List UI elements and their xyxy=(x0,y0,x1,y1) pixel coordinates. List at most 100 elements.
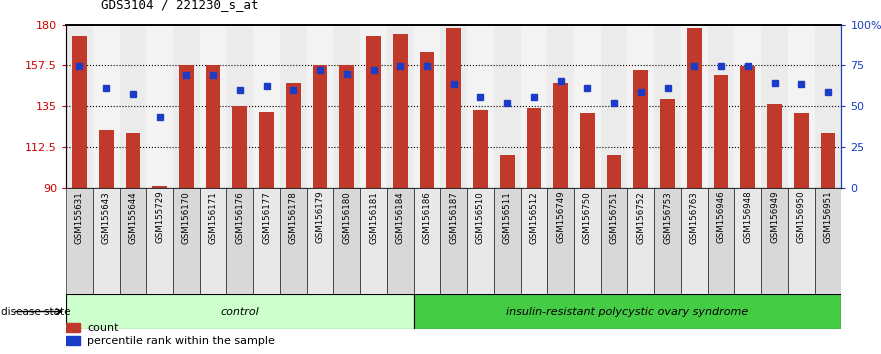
Bar xyxy=(253,188,280,294)
Bar xyxy=(120,25,146,188)
Bar xyxy=(313,64,328,188)
Bar xyxy=(500,155,515,188)
Bar xyxy=(280,188,307,294)
Bar xyxy=(707,188,735,294)
Bar xyxy=(413,25,440,188)
Bar xyxy=(655,25,681,188)
Bar xyxy=(601,25,627,188)
Bar xyxy=(413,188,440,294)
Text: GSM156750: GSM156750 xyxy=(583,191,592,244)
Bar xyxy=(627,188,655,294)
Bar xyxy=(387,188,413,294)
Bar xyxy=(200,188,226,294)
Text: GSM156751: GSM156751 xyxy=(610,191,618,244)
Text: GSM156949: GSM156949 xyxy=(770,191,779,243)
Bar xyxy=(761,188,788,294)
Bar xyxy=(419,52,434,188)
Text: GSM155644: GSM155644 xyxy=(129,191,137,244)
Bar xyxy=(494,25,521,188)
Bar xyxy=(339,64,354,188)
Bar xyxy=(280,25,307,188)
Text: GSM156753: GSM156753 xyxy=(663,191,672,244)
Bar xyxy=(93,25,120,188)
Bar xyxy=(527,108,541,188)
Bar xyxy=(93,188,120,294)
Bar xyxy=(440,25,467,188)
Bar xyxy=(200,25,226,188)
Text: control: control xyxy=(220,307,259,316)
Bar xyxy=(173,188,200,294)
Bar xyxy=(72,36,87,188)
Bar xyxy=(206,64,220,188)
Bar xyxy=(574,188,601,294)
Bar xyxy=(286,83,300,188)
Bar xyxy=(146,188,173,294)
Bar xyxy=(494,188,521,294)
Bar xyxy=(521,25,547,188)
Bar xyxy=(413,294,841,329)
Bar xyxy=(601,188,627,294)
Bar xyxy=(99,130,114,188)
Bar xyxy=(521,188,547,294)
Text: GSM156948: GSM156948 xyxy=(744,191,752,244)
Text: GSM156511: GSM156511 xyxy=(503,191,512,244)
Text: GSM156946: GSM156946 xyxy=(716,191,726,244)
Bar xyxy=(333,25,360,188)
Text: count: count xyxy=(87,323,119,333)
Bar xyxy=(333,188,360,294)
Bar xyxy=(547,188,574,294)
Bar xyxy=(259,112,274,188)
Bar xyxy=(173,25,200,188)
Bar xyxy=(707,25,735,188)
Text: GSM156951: GSM156951 xyxy=(824,191,833,244)
Bar xyxy=(66,336,79,345)
Bar xyxy=(627,25,655,188)
Text: GSM156176: GSM156176 xyxy=(235,191,244,244)
Bar xyxy=(655,188,681,294)
Bar xyxy=(66,25,93,188)
Bar xyxy=(687,28,701,188)
Bar xyxy=(473,110,488,188)
Text: GSM156510: GSM156510 xyxy=(476,191,485,244)
Bar xyxy=(152,186,167,188)
Text: GSM156187: GSM156187 xyxy=(449,191,458,244)
Text: GSM156171: GSM156171 xyxy=(209,191,218,244)
Bar xyxy=(740,67,755,188)
Bar xyxy=(681,188,707,294)
Text: disease state: disease state xyxy=(1,307,70,316)
Bar xyxy=(574,25,601,188)
Bar xyxy=(820,133,835,188)
Bar xyxy=(794,113,809,188)
Text: GSM156179: GSM156179 xyxy=(315,191,324,244)
Bar xyxy=(447,28,461,188)
Bar xyxy=(735,25,761,188)
Bar xyxy=(815,188,841,294)
Bar xyxy=(580,113,595,188)
Bar xyxy=(179,64,194,188)
Bar xyxy=(815,25,841,188)
Bar xyxy=(440,188,467,294)
Text: percentile rank within the sample: percentile rank within the sample xyxy=(87,336,275,346)
Bar xyxy=(66,324,79,332)
Bar xyxy=(366,36,381,188)
Bar xyxy=(120,188,146,294)
Text: GSM156180: GSM156180 xyxy=(343,191,352,244)
Text: GSM156749: GSM156749 xyxy=(556,191,565,244)
Text: GSM156763: GSM156763 xyxy=(690,191,699,244)
Bar xyxy=(788,188,815,294)
Bar xyxy=(633,70,648,188)
Bar xyxy=(714,75,729,188)
Text: GSM156186: GSM156186 xyxy=(423,191,432,244)
Text: GSM156512: GSM156512 xyxy=(529,191,538,244)
Text: GSM156752: GSM156752 xyxy=(636,191,646,244)
Text: GSM156170: GSM156170 xyxy=(181,191,191,244)
Bar xyxy=(393,34,408,188)
Bar xyxy=(146,25,173,188)
Text: GSM156178: GSM156178 xyxy=(289,191,298,244)
Bar xyxy=(767,104,781,188)
Bar xyxy=(660,99,675,188)
Text: GSM155643: GSM155643 xyxy=(101,191,111,244)
Bar xyxy=(761,25,788,188)
Bar xyxy=(126,133,140,188)
Text: GSM156177: GSM156177 xyxy=(262,191,271,244)
